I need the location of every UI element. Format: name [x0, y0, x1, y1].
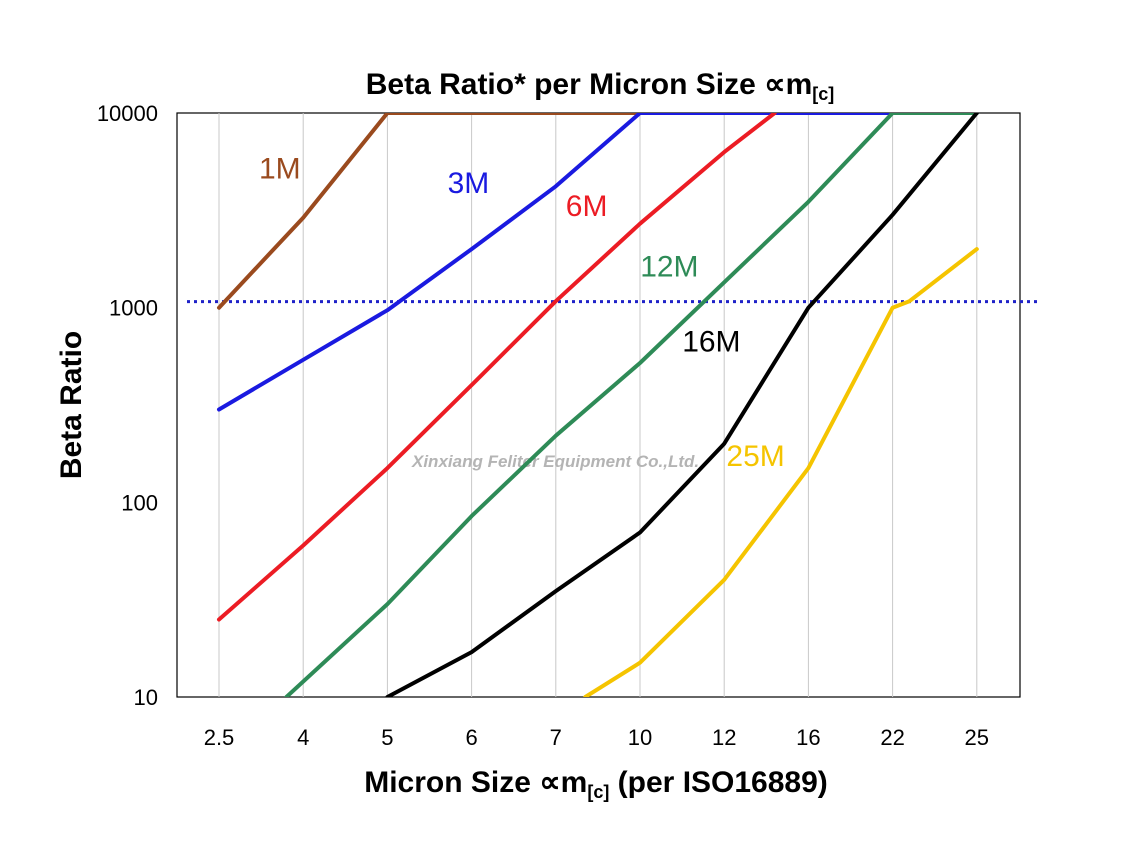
- y-tick-label: 10: [134, 685, 158, 710]
- series-label-25m: 25M: [726, 440, 784, 473]
- x-tick-label: 10: [628, 725, 652, 750]
- x-tick-label: 5: [381, 725, 393, 750]
- x-axis-title: Micron Size ∝m[c] (per ISO16889): [364, 766, 828, 802]
- watermark: Xinxiang Feliter Equipment Co.,Ltd.: [411, 452, 699, 471]
- x-tick-label: 22: [880, 725, 904, 750]
- grid-lines: [218, 113, 978, 697]
- x-tick-label: 4: [297, 725, 309, 750]
- series-label-1m: 1M: [259, 153, 301, 186]
- plot-area: [176, 112, 1021, 698]
- series-line-25m: [583, 247, 979, 697]
- series-line-6m: [217, 113, 777, 622]
- y-axis-title: Beta Ratio: [55, 331, 88, 479]
- x-tick-labels: 2.5 4 5 6 7 10 12 16 22 25: [204, 725, 989, 750]
- series-line-16m: [385, 113, 979, 697]
- series-group: [217, 113, 979, 697]
- x-tick-label: 12: [712, 725, 736, 750]
- series-label-6m: 6M: [566, 190, 608, 223]
- x-tick-label: 25: [965, 725, 989, 750]
- x-tick-label: 16: [796, 725, 820, 750]
- series-line-12m: [284, 113, 979, 697]
- series-label-12m: 12M: [640, 250, 698, 283]
- series-label-16m: 16M: [682, 326, 740, 359]
- y-tick-label: 10000: [97, 101, 158, 126]
- series-line-1m: [217, 113, 979, 310]
- x-tick-label: 6: [465, 725, 477, 750]
- series-line-3m: [217, 113, 979, 412]
- series-label-3m: 3M: [448, 167, 490, 200]
- x-tick-label: 2.5: [204, 725, 235, 750]
- chart-title: Beta Ratio* per Micron Size ∝m[c]: [366, 68, 835, 104]
- y-tick-label: 1000: [109, 296, 158, 321]
- series-labels: 1M 3M 6M 12M 16M 25M: [259, 153, 785, 473]
- y-tick-label: 100: [121, 490, 158, 515]
- x-tick-label: 7: [550, 725, 562, 750]
- y-tick-labels: 10 100 1000 10000: [97, 101, 158, 710]
